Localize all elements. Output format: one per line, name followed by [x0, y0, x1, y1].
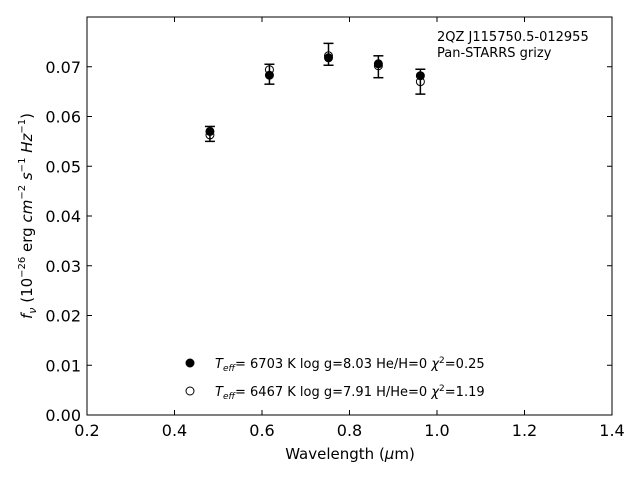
- legend-marker-open: [185, 386, 195, 396]
- annotation-line-1: 2QZ J115750.5-012955: [437, 30, 589, 45]
- y-tick-label: 0.02: [45, 307, 81, 326]
- x-tick-label: 0.6: [249, 421, 274, 440]
- legend-marker-filled: [185, 358, 195, 368]
- y-tick-label: 0.05: [45, 157, 81, 176]
- x-tick-label: 0.2: [74, 421, 99, 440]
- y-tick-label: 0.03: [45, 257, 81, 276]
- model-point-filled: [373, 59, 383, 69]
- plot-frame: [86, 16, 613, 416]
- y-tick-label: 0.00: [45, 406, 81, 425]
- y-tick-label: 0.04: [45, 207, 81, 226]
- model-point-open: [205, 130, 215, 140]
- model-point-open: [324, 51, 333, 61]
- model-point-open: [264, 65, 274, 75]
- y-tick-label: 0.07: [45, 58, 81, 77]
- x-tick-label: 1.0: [424, 421, 449, 440]
- ticks-layer: 0.2 0.4 0.6 0.8 1.0 1.2 1.4 0.00 0.01 0.02 0.03 0.0…: [45, 17, 625, 440]
- y-axis-label: fν (10−26 erg cm−2 s−1 Hz−1): [17, 113, 39, 319]
- x-tick-label: 1.2: [512, 421, 537, 440]
- annotation-line-2: Pan-STARRS grizy: [437, 46, 552, 61]
- x-axis-label: Wavelength (μm): [285, 445, 415, 463]
- y-tick-label: 0.06: [45, 108, 81, 127]
- x-tick-label: 0.8: [337, 421, 362, 440]
- model-point-open: [415, 77, 425, 87]
- model-point-open: [373, 61, 383, 71]
- data-layer: [204, 42, 426, 143]
- legend-entry-2: Teff= 6467 K log g=7.91 H/He=0 χ2=1.19: [215, 384, 485, 402]
- model-point-filled: [324, 53, 333, 63]
- x-tick-label: 0.4: [162, 421, 187, 440]
- legend-entry-1: Teff= 6703 K log g=8.03 He/H=0 χ2=0.25: [215, 356, 485, 374]
- x-tick-label: 1.4: [599, 421, 624, 440]
- legend: Teff= 6703 K log g=8.03 He/H=0 χ2=0.25 T…: [185, 356, 485, 402]
- model-point-filled: [205, 126, 215, 136]
- y-tick-label: 0.01: [45, 356, 81, 375]
